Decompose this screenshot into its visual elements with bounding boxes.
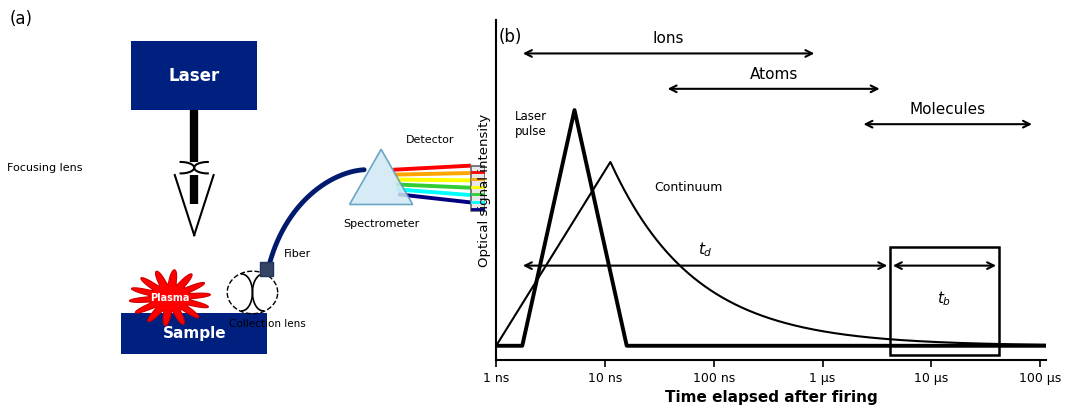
- X-axis label: Time elapsed after firing: Time elapsed after firing: [665, 390, 877, 405]
- FancyBboxPatch shape: [259, 262, 273, 276]
- FancyBboxPatch shape: [471, 166, 484, 211]
- Text: Collection lens: Collection lens: [228, 319, 305, 329]
- FancyBboxPatch shape: [131, 41, 257, 110]
- Text: Laser: Laser: [169, 67, 220, 85]
- Text: Spectrometer: Spectrometer: [343, 219, 419, 229]
- Text: Continuum: Continuum: [654, 181, 722, 194]
- Text: Detector: Detector: [405, 135, 453, 145]
- Text: Laser
pulse: Laser pulse: [515, 110, 547, 138]
- Y-axis label: Optical signal intensity: Optical signal intensity: [478, 114, 491, 267]
- Ellipse shape: [168, 162, 221, 173]
- Text: $t_b$: $t_b$: [937, 289, 952, 308]
- Text: $t_d$: $t_d$: [698, 240, 713, 258]
- Text: Molecules: Molecules: [910, 102, 986, 117]
- FancyBboxPatch shape: [122, 313, 267, 354]
- Text: Focusing lens: Focusing lens: [7, 163, 83, 173]
- Polygon shape: [129, 270, 210, 326]
- Text: Atoms: Atoms: [749, 67, 798, 82]
- Text: Sample: Sample: [162, 326, 226, 341]
- Text: Ions: Ions: [652, 31, 684, 46]
- Bar: [890, 247, 999, 355]
- Text: Plasma: Plasma: [150, 293, 190, 303]
- Text: (b): (b): [498, 27, 522, 45]
- Text: Fiber: Fiber: [284, 249, 312, 258]
- Text: (a): (a): [10, 10, 33, 28]
- Polygon shape: [350, 149, 413, 204]
